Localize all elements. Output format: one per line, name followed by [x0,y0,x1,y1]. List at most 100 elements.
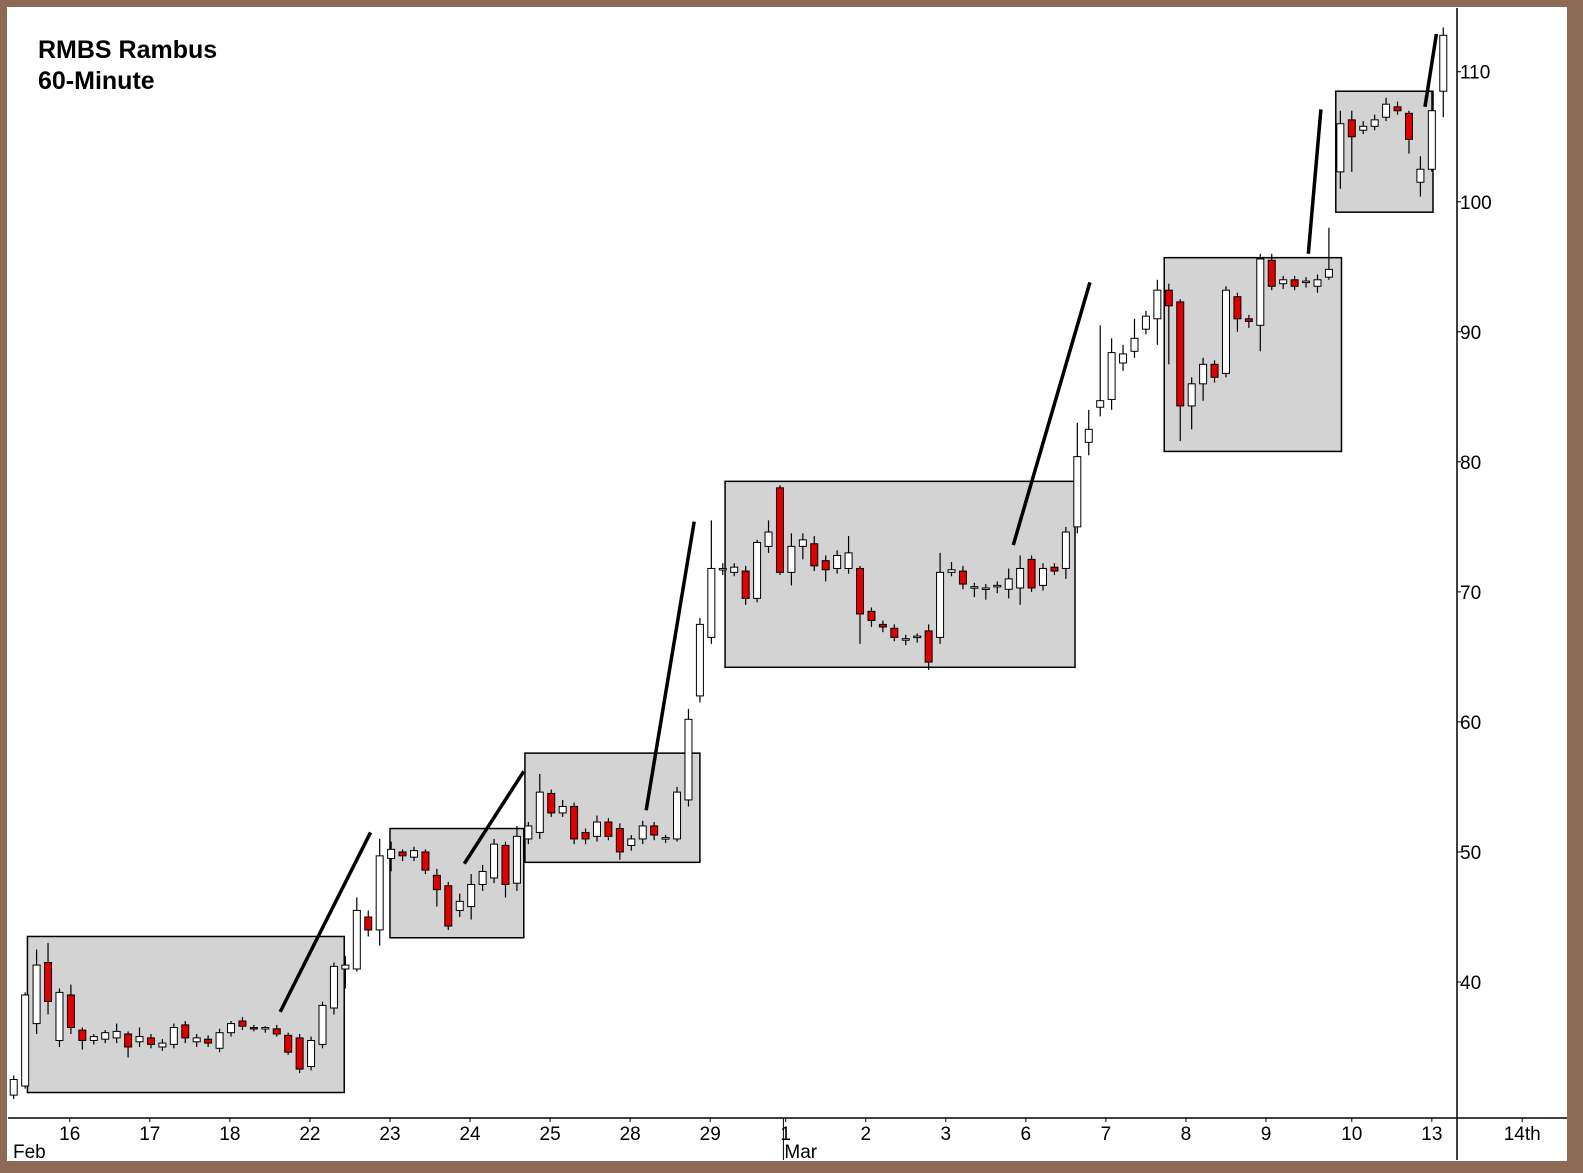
candle-body [787,545,796,573]
candle-body [295,1037,304,1070]
candle-body [1096,400,1105,408]
candle-body [387,848,396,859]
candle-body [1061,531,1070,569]
candle-body [432,874,441,891]
candle-body [1244,318,1253,322]
zone-box [1163,256,1343,453]
month-label: Mar [784,1142,817,1163]
y-tick-label: 50 [1460,843,1481,864]
candle-body [901,638,910,641]
candle-body [238,1020,247,1027]
candle-body [1084,428,1093,443]
y-tick-label: 40 [1460,973,1481,994]
x-tick-label: 2 [860,1124,871,1145]
candle-body [169,1026,178,1045]
candle-body [512,835,521,884]
candle-body [44,961,53,1002]
candle-body [55,991,64,1041]
chart-title: RMBS Rambus [38,36,217,64]
candle-body [810,543,819,567]
candle-body [32,964,41,1025]
candle-body [1016,567,1025,589]
candle-body [192,1037,201,1043]
candle-body [661,837,670,840]
candle-body [1119,353,1128,364]
candle-body [272,1028,281,1035]
x-tick-label: 3 [941,1124,952,1145]
candle-body [1176,301,1185,407]
y-tick-label: 60 [1460,713,1481,734]
candle-body [181,1024,190,1039]
candle-body [329,965,338,1009]
candle-body [1439,34,1448,92]
candle-body [318,1004,327,1045]
candle-body [1370,119,1379,127]
candle-body [1210,363,1219,378]
candle-body [112,1030,121,1039]
trend-line [278,831,373,1013]
candle-body [9,1079,18,1096]
x-tick-label: 18 [219,1124,240,1145]
candle-body [1221,289,1230,374]
candle-body [581,831,590,840]
candle-body [124,1033,133,1048]
candle-body [1359,125,1368,131]
candle-body [409,850,418,858]
candle-body [364,916,373,931]
candle-body [833,554,842,569]
candle-body [1141,315,1150,330]
candle-body [66,994,75,1028]
candle-body [204,1038,213,1044]
candle-body [638,825,647,840]
candle-body [421,851,430,871]
candle-body [615,828,624,853]
candle-body [89,1036,98,1041]
candle-body [1404,112,1413,140]
candle-body [821,560,830,571]
candle-body [1302,280,1311,284]
candle-body [375,855,384,931]
x-tick-label: 1 [780,1124,791,1145]
candle-body [764,531,773,547]
x-tick-label: 22 [299,1124,320,1145]
candle-body [718,567,727,571]
y-tick-label: 80 [1460,453,1481,474]
candle-body [1164,289,1173,307]
candle-body [158,1042,167,1048]
candle-body [741,570,750,599]
candle-body [684,718,693,801]
candle-body [1324,268,1333,278]
candle-body [707,567,716,638]
y-tick-label: 70 [1460,583,1481,604]
candle-body [490,843,499,879]
x-tick-label: 17 [139,1124,160,1145]
candle-body [135,1036,144,1043]
y-tick-label: 90 [1460,323,1481,344]
candle-body [604,821,613,837]
candle-body [867,610,876,621]
candle-body [913,635,922,639]
candle-body [398,851,407,857]
candle-body [1004,578,1013,590]
x-tick-label: 10 [1341,1124,1362,1145]
candle-body [1073,456,1082,528]
candle-body [261,1026,270,1030]
candle-body [570,805,579,840]
candle-body [284,1034,293,1053]
candle-body [1256,258,1265,326]
candle-body [341,964,350,970]
candle-body [558,805,567,814]
candle-body [535,791,544,833]
candle-body [753,541,762,599]
chart-subtitle: 60-Minute [38,67,155,95]
candle-body [249,1026,258,1030]
y-tick-label: 110 [1460,63,1490,84]
candle-body [947,569,956,573]
trend-line [1011,281,1092,546]
trend-line [1306,109,1323,254]
candle-body [1290,279,1299,287]
x-tick-label: 6 [1021,1124,1032,1145]
candle-body [993,584,1002,588]
